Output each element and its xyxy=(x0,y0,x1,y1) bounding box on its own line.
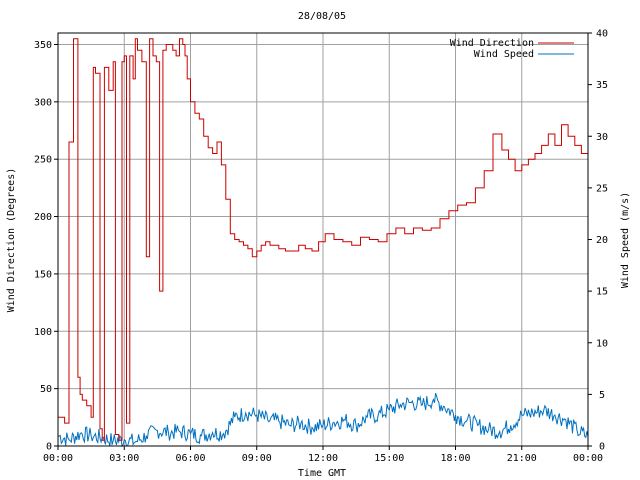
y-left-tick-label: 350 xyxy=(34,40,52,51)
y-right-tick-label: 30 xyxy=(596,132,608,143)
y-right-tick-label: 15 xyxy=(596,287,608,298)
y-left-tick-label: 200 xyxy=(34,212,52,223)
y-left-tick-label: 150 xyxy=(34,269,52,280)
x-tick-label: 09:00 xyxy=(242,453,272,464)
x-tick-label: 18:00 xyxy=(440,453,470,464)
y-right-tick-label: 20 xyxy=(596,235,608,246)
plot-frame xyxy=(57,32,589,447)
y-right-tick-label: 40 xyxy=(596,29,608,40)
grid-lines xyxy=(58,33,588,446)
y-left-tick-label: 300 xyxy=(34,97,52,108)
y-axis-right-label: Wind Speed (m/s) xyxy=(620,192,631,288)
y-left-tick-label: 50 xyxy=(40,384,52,395)
x-tick-label: 00:00 xyxy=(573,453,603,464)
y-right-tick-label: 10 xyxy=(596,338,608,349)
x-tick-label: 06:00 xyxy=(175,453,205,464)
x-axis-label: Time GMT xyxy=(298,468,346,479)
y-right-tick-label: 0 xyxy=(599,442,605,453)
legend-speed-label: Wind Speed xyxy=(474,49,534,60)
x-tick-label: 15:00 xyxy=(374,453,404,464)
x-tick-label: 00:00 xyxy=(43,453,73,464)
wind-direction-line xyxy=(58,38,589,441)
y-left-tick-label: 0 xyxy=(46,442,52,453)
right-axis-ticks: 0 5 10 15 20 25 30 35 40 xyxy=(588,29,608,453)
y-left-tick-label: 100 xyxy=(34,327,52,338)
x-axis-ticks: 00:00 03:00 06:00 09:00 12:00 15:00 18:00 21:00… xyxy=(43,446,603,464)
y-right-tick-label: 5 xyxy=(599,390,605,401)
y-left-tick-label: 250 xyxy=(34,155,52,166)
chart-title: 28/08/05 xyxy=(298,11,346,22)
legend-direction-label: Wind Direction xyxy=(450,38,534,49)
y-right-tick-label: 25 xyxy=(596,183,608,194)
x-tick-label: 03:00 xyxy=(109,453,139,464)
y-right-tick-label: 35 xyxy=(596,80,608,91)
y-axis-left-label: Wind Direction (Degrees) xyxy=(6,168,17,313)
left-axis-ticks: 0 50 100 150 200 250 300 350 xyxy=(34,40,58,453)
x-tick-label: 21:00 xyxy=(507,453,537,464)
wind-speed-line xyxy=(57,392,589,448)
x-tick-label: 12:00 xyxy=(308,453,338,464)
